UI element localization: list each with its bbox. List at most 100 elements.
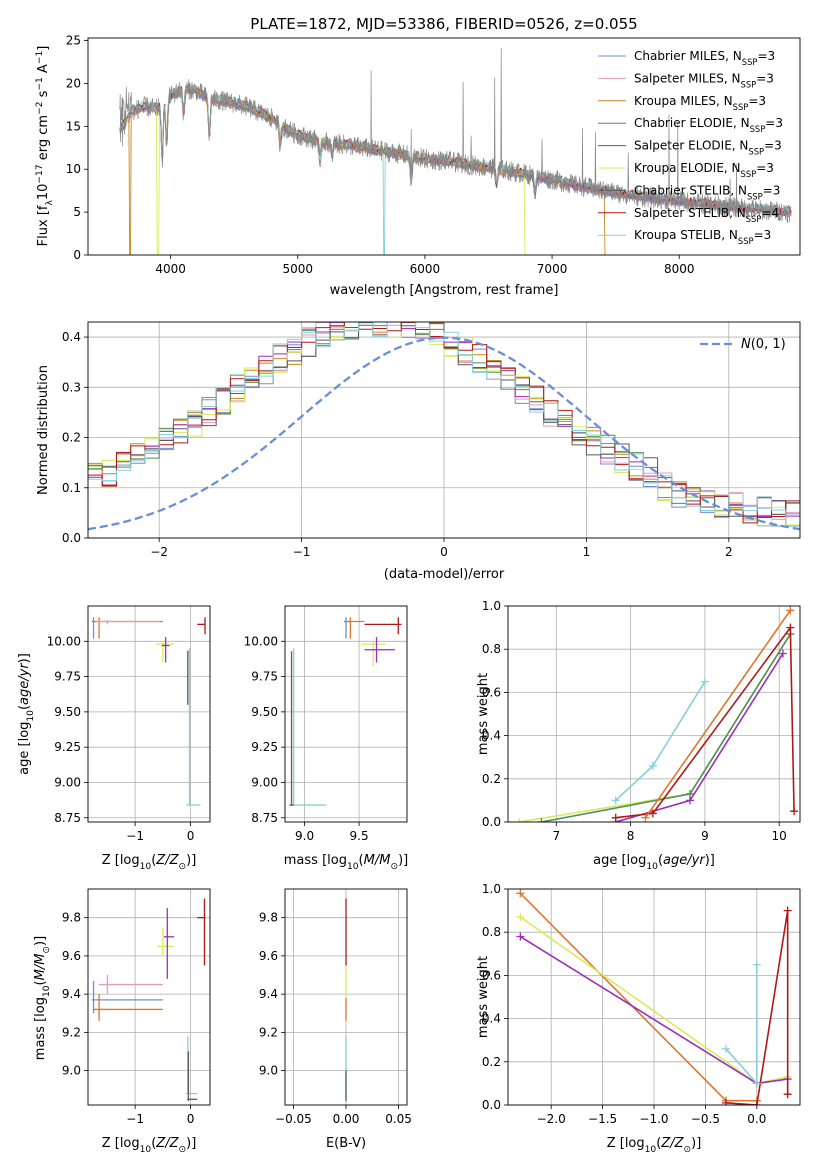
series-line [615, 681, 706, 801]
legend-label: Kroupa ELODIE, NSSP=3 [634, 161, 774, 179]
legend-label: N(0, 1) [741, 337, 786, 352]
legend-label: Chabrier MILES, NSSP=3 [634, 49, 775, 67]
residual-histogram [88, 322, 800, 526]
y-axis-label: mass weight [476, 956, 491, 1038]
axes-frame [284, 888, 408, 1106]
series-line [519, 892, 757, 1102]
legend-label: Chabrier STELIB, NSSP=3 [634, 183, 780, 201]
x-tick-label: 0.0 [747, 1112, 766, 1126]
series-marker [786, 606, 795, 615]
legend-label: Chabrier ELODIE, NSSP=3 [634, 116, 783, 134]
series-line [519, 633, 792, 822]
y-tick-label: 1.0 [482, 882, 501, 896]
x-tick-label: −1.0 [639, 1112, 668, 1126]
x-tick-label: 0.00 [333, 1112, 360, 1126]
series-line [615, 653, 784, 822]
y-axis-label: Flux [fλ10−17 erg cm−2 s−1 A−1] [35, 46, 55, 247]
series-marker [516, 913, 525, 922]
x-tick-label: 5000 [283, 262, 314, 276]
x-tick-label: 7000 [537, 262, 568, 276]
series-marker [641, 813, 650, 822]
y-axis-label: Normed distribution [36, 365, 51, 495]
legend-label: Salpeter ELODIE, NSSP=3 [634, 139, 782, 157]
series-marker [786, 623, 795, 632]
x-tick-label: −1 [126, 829, 144, 843]
y-tick-label: 25 [66, 34, 81, 48]
axes-frame [87, 321, 801, 539]
x-axis-label: E(B-V) [326, 1136, 366, 1151]
x-axis-label: wavelength [Angstrom, rest frame] [330, 283, 559, 298]
x-tick-label: 0 [187, 829, 195, 843]
errorbar-point [99, 975, 163, 995]
panel-mass_vs_ebv: −0.05 0.00 0.05 9.0 9.2 9.4 9.6 9.8 E(B-V) [259, 888, 412, 1151]
errorbar-point [157, 927, 174, 956]
x-tick-label: 1 [583, 545, 591, 559]
model-spectrum [119, 85, 526, 255]
observed-spectrum [119, 48, 792, 224]
y-tick-label: 10.00 [244, 634, 278, 648]
y-tick-label: 0.6 [482, 968, 501, 982]
y-tick-label: 9.75 [54, 670, 81, 684]
y-tick-label: 0.4 [482, 729, 501, 743]
residual-histogram [88, 322, 800, 524]
x-tick-label: −2 [150, 545, 168, 559]
x-tick-label: −1.5 [588, 1112, 617, 1126]
series-line [644, 609, 791, 819]
series-marker [783, 906, 792, 915]
errorbar-point [364, 617, 402, 635]
errorbar-point [93, 994, 163, 1021]
series-marker [516, 932, 525, 941]
y-tick-label: 9.4 [62, 987, 81, 1001]
errorbar-point [290, 648, 327, 806]
y-tick-label: 9.0 [62, 1064, 81, 1078]
y-tick-label: 9.50 [251, 705, 278, 719]
plot-area [88, 322, 800, 531]
y-tick-label: 0.8 [482, 925, 501, 939]
x-tick-label: 8000 [664, 262, 695, 276]
panel-residuals: −2 −1 0 1 2 0.0 0.1 0.2 0.3 0.4 (data-model)/error… [36, 321, 801, 582]
x-tick-label: 0 [187, 1112, 195, 1126]
x-tick-label: 6000 [410, 262, 441, 276]
y-tick-label: 9.50 [54, 705, 81, 719]
plot-area [516, 889, 792, 1105]
errorbar-point [186, 648, 201, 806]
y-tick-label: 0.3 [62, 380, 81, 394]
y-tick-label: 9.8 [259, 911, 278, 925]
series-marker [752, 1079, 761, 1088]
y-tick-label: 9.25 [251, 740, 278, 754]
series-marker [515, 818, 524, 822]
x-tick-label: 9.0 [295, 829, 314, 843]
y-tick-label: 5 [73, 205, 81, 219]
y-tick-label: 0.0 [62, 531, 81, 545]
series-marker [648, 809, 657, 818]
x-tick-label: 2 [725, 545, 733, 559]
axes-frame [87, 605, 211, 823]
axes-frame [507, 605, 801, 823]
x-tick-label: 4000 [155, 262, 186, 276]
panel-mass_weight_vs_age: 7 8 9 10 0.0 0.2 0.4 0.6 0.8 1.0 age [log10(age/yr… [476, 599, 801, 872]
errorbar-point [91, 617, 96, 639]
axes-frame [284, 605, 408, 823]
y-tick-label: 0.2 [62, 431, 81, 445]
y-tick-label: 9.8 [62, 911, 81, 925]
y-axis-label: age [log10(age/yr)] [17, 653, 36, 775]
x-tick-label: 8 [627, 829, 635, 843]
y-tick-label: 9.0 [259, 1064, 278, 1078]
y-tick-label: 15 [66, 119, 81, 133]
series-marker [537, 818, 546, 822]
y-tick-label: 9.6 [62, 949, 81, 963]
plot-area [289, 617, 402, 806]
legend-label: Kroupa STELIB, NSSP=3 [634, 228, 771, 246]
series-marker [752, 960, 761, 969]
errorbar-point [91, 980, 163, 1014]
panel-spectrum: 4000 5000 6000 7000 8000 0 5 10 15 20 25 PLATE=1872… [35, 15, 801, 298]
y-tick-label: 0.0 [482, 1098, 501, 1112]
errorbar-point [197, 617, 206, 635]
y-tick-label: 9.2 [62, 1025, 81, 1039]
y-tick-label: 0.6 [482, 685, 501, 699]
panel-mass_vs_Z: −1 0 9.0 9.2 9.4 9.6 9.8 Z [log10(Z/Z⊙)] mass [l… [33, 888, 211, 1155]
series-line [615, 625, 795, 819]
x-axis-label: Z [log10(Z/Z⊙)] [102, 1136, 197, 1155]
x-tick-label: 0.05 [385, 1112, 412, 1126]
